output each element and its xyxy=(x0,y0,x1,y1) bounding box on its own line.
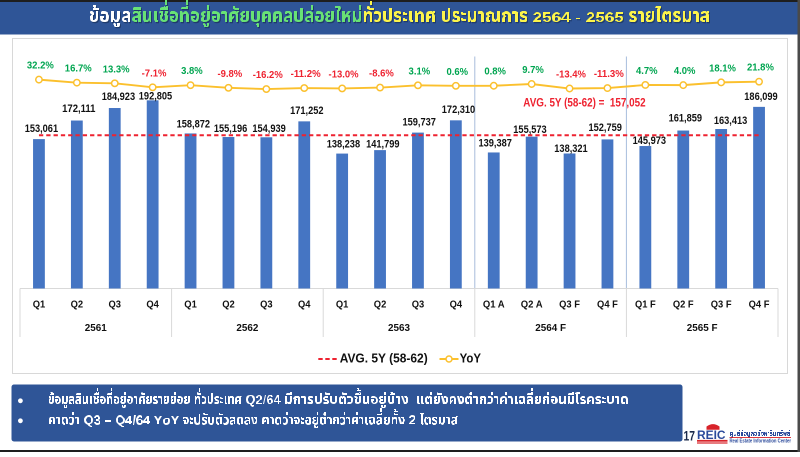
svg-text:163,413: 163,413 xyxy=(714,115,747,127)
svg-text:Q3: Q3 xyxy=(260,300,273,311)
svg-text:2563: 2563 xyxy=(388,323,410,334)
svg-text:Q4: Q4 xyxy=(298,300,311,311)
svg-text:-16.2%: -16.2% xyxy=(253,70,283,81)
svg-text:AVG. 5Y (58-62): AVG. 5Y (58-62) xyxy=(340,352,428,366)
svg-text:YoY: YoY xyxy=(460,352,482,366)
svg-text:152,759: 152,759 xyxy=(589,122,622,134)
svg-text:18.1%: 18.1% xyxy=(709,63,736,74)
svg-text:158,872: 158,872 xyxy=(177,118,210,130)
svg-text:154,939: 154,939 xyxy=(252,123,285,135)
svg-text:141,799: 141,799 xyxy=(366,139,399,151)
svg-text:155,196: 155,196 xyxy=(214,123,247,135)
svg-text:184,923: 184,923 xyxy=(102,91,135,103)
svg-text:Q4: Q4 xyxy=(146,300,159,311)
svg-text:145,973: 145,973 xyxy=(633,135,666,147)
svg-text:161,859: 161,859 xyxy=(669,112,702,124)
svg-text:3.8%: 3.8% xyxy=(181,66,203,77)
svg-text:4.7%: 4.7% xyxy=(636,66,658,77)
svg-text:Q2 A: Q2 A xyxy=(521,300,543,311)
svg-text:Q4: Q4 xyxy=(450,300,463,311)
svg-text:159,737: 159,737 xyxy=(403,117,436,129)
svg-text:Q3 F: Q3 F xyxy=(711,300,732,311)
svg-text:2565 F: 2565 F xyxy=(687,323,718,334)
svg-text:-8.6%: -8.6% xyxy=(369,69,394,80)
svg-text:-9.8%: -9.8% xyxy=(217,69,242,80)
svg-text:Q2: Q2 xyxy=(374,300,387,311)
svg-text:9.7%: 9.7% xyxy=(522,65,544,76)
svg-text:21.8%: 21.8% xyxy=(747,63,774,74)
svg-text:-13.4%: -13.4% xyxy=(556,70,586,81)
svg-text:17: 17 xyxy=(684,429,696,444)
svg-text:155,573: 155,573 xyxy=(513,124,546,136)
svg-text:138,238: 138,238 xyxy=(327,139,360,151)
svg-text:Q1: Q1 xyxy=(336,300,349,311)
svg-text:2562: 2562 xyxy=(236,323,258,334)
svg-text:139,387: 139,387 xyxy=(479,137,512,149)
svg-text:0.6%: 0.6% xyxy=(446,67,468,78)
svg-text:153,061: 153,061 xyxy=(25,123,58,135)
svg-text:3.1%: 3.1% xyxy=(409,66,431,77)
svg-text:172,310: 172,310 xyxy=(442,104,475,116)
svg-text:Q1: Q1 xyxy=(184,300,197,311)
svg-text:Q1: Q1 xyxy=(33,300,46,311)
svg-text:32.2%: 32.2% xyxy=(27,61,54,72)
svg-text:0.8%: 0.8% xyxy=(484,67,506,78)
svg-text:-7.1%: -7.1% xyxy=(142,68,167,79)
svg-text:Real Estate Information Center: Real Estate Information Center xyxy=(730,438,792,444)
svg-text:AVG. 5Y (58-62) = 157,052: AVG. 5Y (58-62) = 157,052 xyxy=(523,96,645,109)
svg-text:Q3: Q3 xyxy=(109,300,122,311)
svg-text:4.0%: 4.0% xyxy=(674,66,696,77)
svg-text:Q1 A: Q1 A xyxy=(483,300,505,311)
svg-text:-11.3%: -11.3% xyxy=(594,69,624,80)
svg-text:Q3 F: Q3 F xyxy=(559,300,580,311)
svg-text:192,805: 192,805 xyxy=(139,91,172,103)
svg-text:Q2 F: Q2 F xyxy=(673,300,694,311)
svg-text:-11.2%: -11.2% xyxy=(291,69,321,80)
svg-text:13.3%: 13.3% xyxy=(103,64,130,75)
svg-text:186,099: 186,099 xyxy=(744,91,777,103)
svg-text:Q4 F: Q4 F xyxy=(597,300,618,311)
svg-text:172,111: 172,111 xyxy=(62,103,95,115)
svg-text:Q4 F: Q4 F xyxy=(749,300,770,311)
svg-text:171,252: 171,252 xyxy=(290,105,323,117)
svg-text:-13.0%: -13.0% xyxy=(329,69,359,80)
svg-text:Q2: Q2 xyxy=(222,300,235,311)
svg-text:Q1 F: Q1 F xyxy=(635,300,656,311)
svg-text:2564 F: 2564 F xyxy=(535,323,566,334)
svg-text:138,321: 138,321 xyxy=(554,143,587,155)
svg-text:Q2: Q2 xyxy=(71,300,84,311)
svg-text:16.7%: 16.7% xyxy=(65,64,92,75)
svg-text:Q3: Q3 xyxy=(412,300,425,311)
svg-text:2561: 2561 xyxy=(85,323,107,334)
